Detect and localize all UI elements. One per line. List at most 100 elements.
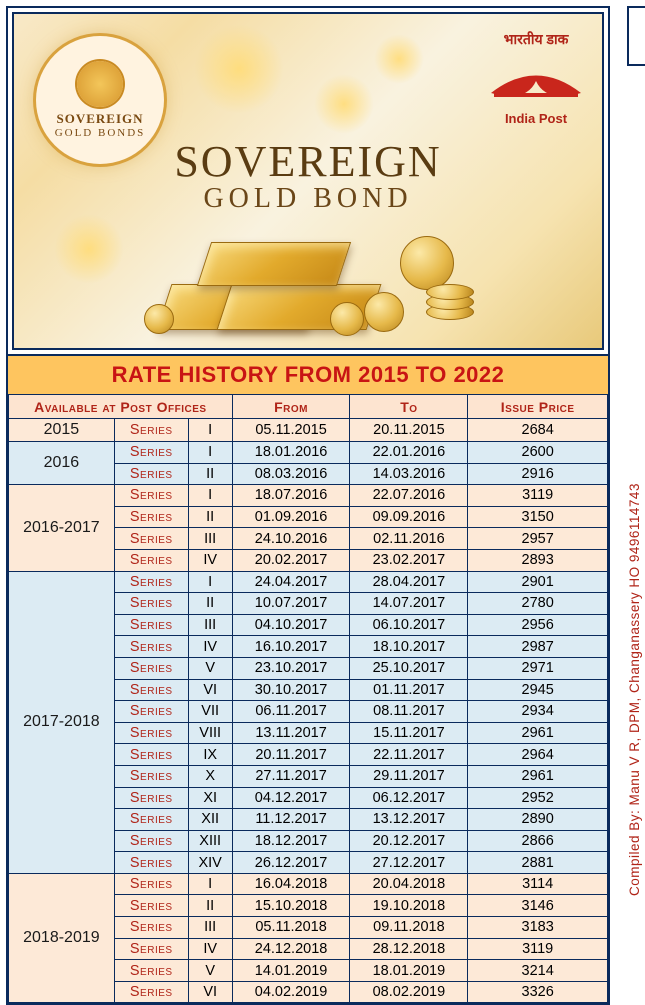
compiled-by-text: Compiled By: Manu V R, DPM, Changanasser… [627, 420, 645, 960]
to-date-cell: 06.12.2017 [350, 787, 468, 809]
series-number-cell: VI [188, 981, 232, 1003]
series-label-cell: Series [114, 722, 188, 744]
to-date-cell: 08.11.2017 [350, 701, 468, 723]
india-post-hindi: भारतीय डाक [486, 30, 586, 49]
to-date-cell: 27.12.2017 [350, 852, 468, 874]
from-date-cell: 30.10.2017 [232, 679, 350, 701]
rate-title-bar: RATE HISTORY FROM 2015 TO 2022 [8, 354, 608, 394]
issue-price-cell: 3150 [468, 506, 608, 528]
from-date-cell: 15.10.2018 [232, 895, 350, 917]
series-label-cell: Series [114, 657, 188, 679]
series-label-cell: Series [114, 873, 188, 895]
table-row: 2017-2018SeriesI24.04.201728.04.20172901 [9, 571, 608, 593]
series-label-cell: Series [114, 981, 188, 1003]
table-row: 2015SeriesI05.11.201520.11.20152684 [9, 419, 608, 442]
series-label-cell: Series [114, 830, 188, 852]
issue-price-cell: 2881 [468, 852, 608, 874]
to-date-cell: 20.12.2017 [350, 830, 468, 852]
issue-price-cell: 3119 [468, 938, 608, 960]
to-date-cell: 25.10.2017 [350, 657, 468, 679]
issue-price-cell: 2934 [468, 701, 608, 723]
from-date-cell: 20.11.2017 [232, 744, 350, 766]
to-date-cell: 13.12.2017 [350, 809, 468, 831]
issue-price-cell: 2893 [468, 549, 608, 571]
to-date-cell: 28.12.2018 [350, 938, 468, 960]
series-label-cell: Series [114, 765, 188, 787]
issue-price-cell: 2916 [468, 463, 608, 485]
series-label-cell: Series [114, 442, 188, 464]
year-cell: 2016 [9, 442, 115, 485]
series-label-cell: Series [114, 549, 188, 571]
from-date-cell: 18.01.2016 [232, 442, 350, 464]
from-date-cell: 16.10.2017 [232, 636, 350, 658]
table-row: 2016SeriesI18.01.201622.01.20162600 [9, 442, 608, 464]
to-date-cell: 01.11.2017 [350, 679, 468, 701]
to-date-cell: 19.10.2018 [350, 895, 468, 917]
series-label-cell: Series [114, 571, 188, 593]
rates-table: Available at Post Offices From To Issue … [8, 394, 608, 1003]
series-number-cell: III [188, 917, 232, 939]
issue-price-cell: 3146 [468, 895, 608, 917]
from-date-cell: 27.11.2017 [232, 765, 350, 787]
badge-line1: SOVEREIGN [56, 111, 143, 127]
issue-price-cell: 2956 [468, 614, 608, 636]
india-post-logo-icon [486, 53, 586, 107]
series-label-cell: Series [114, 419, 188, 442]
from-date-cell: 24.12.2018 [232, 938, 350, 960]
series-label-cell: Series [114, 852, 188, 874]
issue-price-cell: 2987 [468, 636, 608, 658]
from-date-cell: 04.12.2017 [232, 787, 350, 809]
from-date-cell: 06.11.2017 [232, 701, 350, 723]
header-to: To [350, 395, 468, 419]
issue-price-cell: 2901 [468, 571, 608, 593]
series-label-cell: Series [114, 917, 188, 939]
issue-price-cell: 2971 [468, 657, 608, 679]
series-number-cell: IV [188, 938, 232, 960]
to-date-cell: 09.09.2016 [350, 506, 468, 528]
series-label-cell: Series [114, 938, 188, 960]
banner-title-line1: SOVEREIGN [14, 136, 602, 187]
table-header-row: Available at Post Offices From To Issue … [9, 395, 608, 419]
series-label-cell: Series [114, 636, 188, 658]
issue-price-cell: 2957 [468, 528, 608, 550]
india-post-block: भारतीय डाक India Post [486, 30, 586, 126]
to-date-cell: 23.02.2017 [350, 549, 468, 571]
series-number-cell: XIV [188, 852, 232, 874]
issue-price-cell: 3114 [468, 873, 608, 895]
series-number-cell: VIII [188, 722, 232, 744]
series-number-cell: X [188, 765, 232, 787]
issue-price-cell: 2890 [468, 809, 608, 831]
issue-price-cell: 2964 [468, 744, 608, 766]
series-label-cell: Series [114, 744, 188, 766]
table-row: 2018-2019SeriesI16.04.201820.04.20183114 [9, 873, 608, 895]
series-number-cell: IX [188, 744, 232, 766]
header-from: From [232, 395, 350, 419]
series-number-cell: XIII [188, 830, 232, 852]
series-label-cell: Series [114, 528, 188, 550]
series-number-cell: IV [188, 636, 232, 658]
from-date-cell: 01.09.2016 [232, 506, 350, 528]
issue-price-cell: 2952 [468, 787, 608, 809]
series-label-cell: Series [114, 614, 188, 636]
right-border-stub [627, 6, 645, 66]
to-date-cell: 29.11.2017 [350, 765, 468, 787]
to-date-cell: 22.07.2016 [350, 485, 468, 507]
to-date-cell: 15.11.2017 [350, 722, 468, 744]
series-number-cell: V [188, 960, 232, 982]
series-number-cell: II [188, 593, 232, 615]
series-number-cell: II [188, 895, 232, 917]
series-label-cell: Series [114, 506, 188, 528]
to-date-cell: 22.01.2016 [350, 442, 468, 464]
from-date-cell: 10.07.2017 [232, 593, 350, 615]
to-date-cell: 28.04.2017 [350, 571, 468, 593]
header-price: Issue Price [468, 395, 608, 419]
from-date-cell: 18.12.2017 [232, 830, 350, 852]
to-date-cell: 18.10.2017 [350, 636, 468, 658]
document-frame: SOVEREIGN GOLD BONDS भारतीय डाक India Po… [6, 6, 610, 1005]
from-date-cell: 23.10.2017 [232, 657, 350, 679]
to-date-cell: 18.01.2019 [350, 960, 468, 982]
to-date-cell: 09.11.2018 [350, 917, 468, 939]
issue-price-cell: 2684 [468, 419, 608, 442]
from-date-cell: 16.04.2018 [232, 873, 350, 895]
year-cell: 2016-2017 [9, 485, 115, 571]
